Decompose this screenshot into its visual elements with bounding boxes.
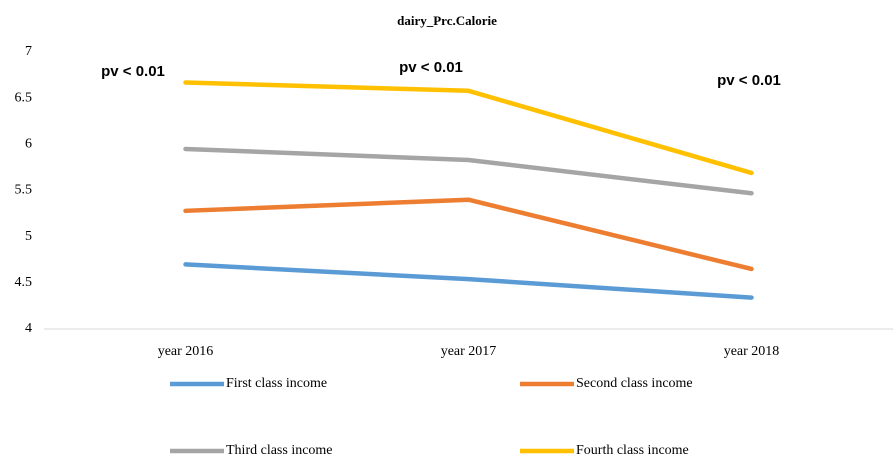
chart-title: dairy_Prc.Calorie bbox=[397, 13, 497, 28]
legend-label: Fourth class income bbox=[576, 443, 689, 458]
y-tick-label: 4.5 bbox=[15, 275, 33, 290]
series-line bbox=[183, 146, 754, 196]
annotation: pv < 0.01 bbox=[717, 72, 781, 89]
legend-label: First class income bbox=[226, 376, 327, 391]
y-tick-label: 7 bbox=[25, 44, 32, 59]
annotation: pv < 0.01 bbox=[399, 59, 463, 76]
x-tick-label: year 2016 bbox=[158, 344, 214, 359]
y-tick-label: 5.5 bbox=[15, 183, 33, 198]
y-tick-label: 5 bbox=[25, 229, 32, 244]
y-tick-label: 4 bbox=[25, 321, 32, 336]
x-tick-label: year 2017 bbox=[441, 344, 497, 359]
y-tick-label: 6 bbox=[25, 137, 32, 152]
annotation: pv < 0.01 bbox=[101, 63, 165, 80]
legend-label: Second class income bbox=[576, 376, 693, 391]
legend-label: Third class income bbox=[226, 443, 333, 458]
y-tick-label: 6.5 bbox=[15, 90, 33, 105]
x-tick-label: year 2018 bbox=[724, 344, 780, 359]
series-line bbox=[183, 197, 754, 272]
series-line bbox=[183, 262, 754, 300]
series-line bbox=[183, 80, 754, 176]
